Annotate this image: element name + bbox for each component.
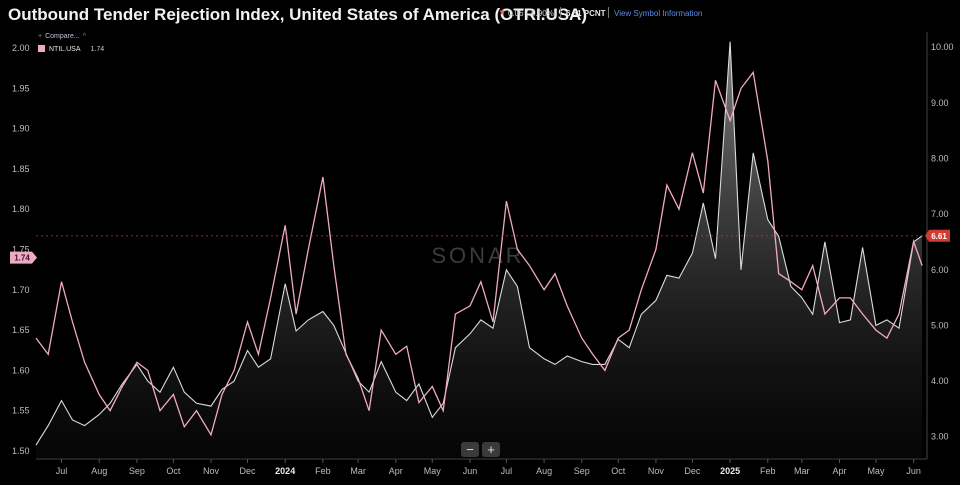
x-tick-label: Jul <box>56 466 68 476</box>
x-tick-label: Dec <box>239 466 256 476</box>
x-tick-label: Feb <box>315 466 331 476</box>
x-tick-label: Mar <box>794 466 810 476</box>
y-left-tick-label: 1.65 <box>12 325 30 335</box>
y-left-tick-label: 1.75 <box>12 245 30 255</box>
plus-icon: + <box>38 33 43 40</box>
divider <box>608 7 609 18</box>
y-left-tick-label: 1.80 <box>12 204 30 214</box>
legend-series-value: 1.74 <box>90 46 105 53</box>
y-left-tick-label: 1.95 <box>12 83 30 93</box>
x-tick-label: Oct <box>611 466 626 476</box>
otri-area-fill <box>36 41 923 459</box>
x-tick-label: Jun <box>463 466 478 476</box>
y-left-tick-label: 1.55 <box>12 406 30 416</box>
ntil-value-label: 1.74 <box>14 254 30 263</box>
x-tick-label: Dec <box>684 466 701 476</box>
y-left-tick-label: 1.60 <box>12 365 30 375</box>
y-right-tick-label: 4.00 <box>931 376 949 386</box>
compare-label: Compare... <box>45 33 80 40</box>
zoom-in-button[interactable]: + <box>482 442 500 457</box>
x-tick-label: May <box>424 466 442 476</box>
legend-series-name: NTIL.USA <box>49 46 81 53</box>
x-tick-label: Aug <box>91 466 107 476</box>
ntil-value-marker <box>10 251 37 264</box>
series-line-ntil <box>35 70 923 437</box>
y-left-tick-label: 1.85 <box>12 164 30 174</box>
chart-title: Outbound Tender Rejection Index, United … <box>8 5 587 24</box>
x-tick-label: Feb <box>760 466 776 476</box>
x-tick-label: Apr <box>389 466 403 476</box>
y-right-tick-label: 6.00 <box>931 265 949 275</box>
x-tick-label: Nov <box>203 466 220 476</box>
y-left-tick-label: 1.90 <box>12 124 30 134</box>
y-axis-right: 10.00 9.00 8.00 7.00 6.00 5.00 4.00 3.00 <box>931 42 954 442</box>
y-left-tick-label: 1.50 <box>12 446 30 456</box>
y-right-tick-label: 8.00 <box>931 153 949 163</box>
compare-button[interactable]: + Compare... ^ <box>38 33 86 40</box>
chevron-up-icon: ^ <box>82 33 87 40</box>
current-value: 6.61 PCNT <box>566 9 606 18</box>
x-tick-label: 2025 <box>720 466 740 476</box>
y-right-tick-label: 5.00 <box>931 320 949 330</box>
series-lines <box>35 41 923 446</box>
x-tick-label: May <box>867 466 885 476</box>
change-value: 0.06 (-0.90%) <box>508 9 557 18</box>
sonar-watermark: SONAR <box>431 243 524 268</box>
x-tick-label: Sep <box>129 466 145 476</box>
y-left-tick-label: 1.70 <box>12 285 30 295</box>
x-tick-label: Jun <box>906 466 921 476</box>
x-axis: Jul Aug Sep Oct Nov Dec 2024 Feb Mar Apr May Jun Jul… <box>56 459 921 476</box>
otri-value-label: 6.61 <box>931 232 947 241</box>
legend-series-ntil[interactable]: NTIL.USA 1.74 <box>38 45 104 53</box>
y-axis-left: 2.00 1.95 1.90 1.85 1.80 1.75 1.70 1.65 1.60 1.55… <box>12 43 30 456</box>
chart-header: Outbound Tender Rejection Index, United … <box>0 0 960 30</box>
value-markers: 1.74 6.61 <box>10 229 950 264</box>
x-tick-label: Oct <box>166 466 181 476</box>
x-tick-label: Sep <box>574 466 590 476</box>
x-tick-label: Aug <box>536 466 552 476</box>
x-tick-label: Nov <box>648 466 665 476</box>
down-triangle-icon: ▼ <box>498 8 506 17</box>
series-color-swatch <box>38 45 45 52</box>
y-left-tick-label: 2.00 <box>12 43 30 53</box>
y-right-tick-label: 3.00 <box>931 432 949 442</box>
view-symbol-info-link[interactable]: View Symbol Information <box>614 9 703 18</box>
otri-value-marker <box>925 229 950 242</box>
x-tick-label: Jul <box>501 466 513 476</box>
zoom-out-button[interactable]: − <box>461 442 479 457</box>
otri-area <box>36 41 923 459</box>
divider <box>560 7 561 18</box>
y-right-tick-label: 9.00 <box>931 98 949 108</box>
series-line-otri <box>35 41 923 446</box>
x-tick-label: Apr <box>832 466 846 476</box>
y-right-tick-label: 7.00 <box>931 209 949 219</box>
y-right-tick-label: 10.00 <box>931 42 954 52</box>
x-tick-label: 2024 <box>275 466 295 476</box>
x-tick-label: Mar <box>350 466 366 476</box>
